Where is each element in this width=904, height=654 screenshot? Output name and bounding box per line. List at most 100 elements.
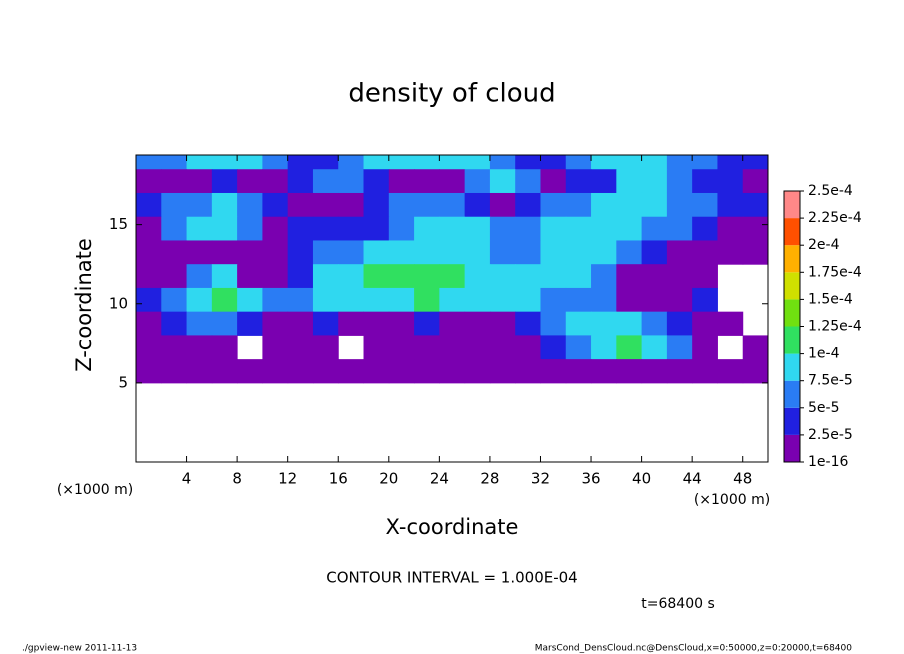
field-cell (489, 311, 516, 336)
colorbar-label: 2.5e-4 (808, 183, 853, 199)
field-cell (717, 359, 744, 384)
field-cell (363, 359, 390, 384)
colorbar-band (784, 434, 800, 462)
field-cell (211, 335, 238, 360)
field-cell (287, 240, 314, 265)
field-cell (641, 240, 668, 265)
field-cell (338, 311, 365, 336)
field-cell (161, 311, 188, 336)
field-cell (439, 216, 466, 241)
field-cell (565, 192, 592, 218)
field-cell (515, 169, 541, 194)
field-cell (489, 335, 516, 360)
footer-left: ./gpview-new 2011-11-13 (22, 644, 137, 654)
field-cell (287, 359, 314, 384)
field-cell (565, 240, 592, 265)
field-cell (338, 359, 365, 384)
field-cell (439, 264, 466, 289)
field-cell (414, 287, 440, 313)
field-cell (666, 192, 693, 218)
field-cell (388, 287, 415, 313)
field-cell (161, 216, 188, 241)
field-cell (742, 359, 769, 384)
colorbar-label: 1.25e-4 (808, 319, 862, 335)
field-cell (439, 287, 466, 313)
field-cell (161, 335, 188, 360)
field-cell (717, 240, 744, 265)
colorbar-band (784, 380, 800, 408)
field-cell (211, 216, 238, 241)
field-cell (186, 155, 213, 174)
field-cell (515, 335, 541, 360)
field-cell (262, 264, 289, 289)
field-cell (237, 216, 263, 241)
colorbar-band (784, 326, 800, 354)
field-cell (742, 155, 769, 174)
field-cell (363, 264, 390, 289)
y-tick-label: 5 (118, 373, 128, 391)
field-cell (666, 240, 693, 265)
field-cell (414, 216, 440, 241)
field-cell (591, 216, 617, 241)
field-cell (262, 311, 289, 336)
field-cell (211, 192, 238, 218)
field-cell (616, 359, 643, 384)
field-cell (692, 155, 718, 174)
field-cell (565, 155, 592, 174)
field-cell (388, 155, 415, 174)
field-cell (161, 155, 188, 174)
colorbar-band (784, 299, 800, 327)
field-cell (489, 169, 516, 194)
colorbar-label: 1.5e-4 (808, 291, 853, 307)
field-cell (616, 264, 643, 289)
field-cell (136, 169, 162, 194)
field-cell (414, 335, 440, 360)
field-cell (464, 192, 491, 218)
field-cell (186, 359, 213, 384)
field-cell (565, 264, 592, 289)
field-cell (692, 240, 718, 265)
field-cell (161, 240, 188, 265)
field-cell (616, 169, 643, 194)
x-tick-label: 20 (379, 470, 398, 488)
colorbar-band (784, 191, 800, 219)
field-cell (565, 335, 592, 360)
field-cell (186, 264, 213, 289)
field-cell (464, 311, 491, 336)
field-cell (262, 240, 289, 265)
field-cell (237, 359, 263, 384)
field-cell (262, 335, 289, 360)
field-cell (464, 240, 491, 265)
field-cell (565, 311, 592, 336)
footer-right: MarsCond_DensCloud.nc@DensCloud,x=0:5000… (535, 644, 852, 654)
field-cell (742, 216, 769, 241)
field-cell (211, 264, 238, 289)
field-cell (464, 169, 491, 194)
field-cell (161, 287, 188, 313)
field-cell (414, 311, 440, 336)
field-cell (338, 216, 365, 241)
field-cell (363, 169, 390, 194)
field-cell (262, 359, 289, 384)
colorbar-label: 2.25e-4 (808, 210, 862, 226)
field-cell (414, 169, 440, 194)
field-cell (312, 359, 339, 384)
field-cell (211, 287, 238, 313)
colorbar-band (784, 245, 800, 273)
field-cell (666, 216, 693, 241)
field-cell (237, 155, 263, 174)
field-cell (287, 287, 314, 313)
field-cell (414, 192, 440, 218)
field-cell (591, 287, 617, 313)
field-cell (692, 311, 718, 336)
field-cell (515, 311, 541, 336)
field-cell (666, 287, 693, 313)
field-cell (666, 155, 693, 174)
field-cell (338, 240, 365, 265)
y-tick-label: 10 (109, 294, 128, 312)
field-cell (742, 169, 769, 194)
y-axis-label: Z-coordinate (72, 238, 96, 372)
field-cell (489, 264, 516, 289)
field-cell (692, 192, 718, 218)
field-cell (742, 240, 769, 265)
